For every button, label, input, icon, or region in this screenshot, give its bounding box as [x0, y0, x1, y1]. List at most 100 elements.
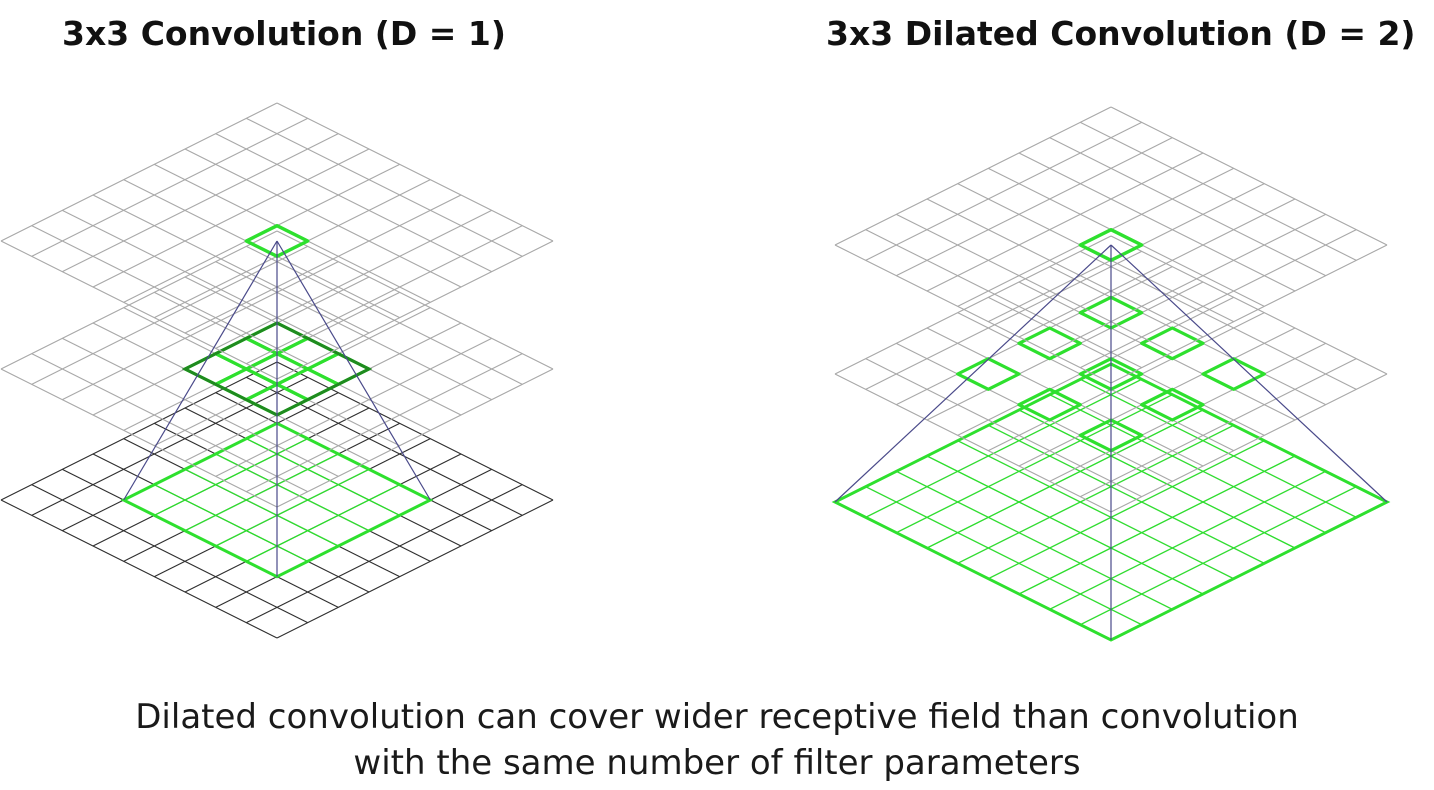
grid-line	[834, 235, 1112, 375]
grid-line	[1110, 106, 1388, 246]
receptive-field-outline	[120, 421, 434, 579]
grid-line	[0, 240, 278, 380]
grid-line	[276, 230, 554, 370]
grid-line	[1110, 235, 1388, 375]
title-standard-convolution: 3x3 Convolution (D = 1)	[62, 14, 506, 53]
receptive-field-line	[184, 468, 339, 547]
receptive-field-line	[246, 484, 400, 562]
grid-line	[62, 261, 339, 401]
middle-kernel-cell	[956, 357, 1021, 391]
grid-line	[896, 137, 1173, 277]
middle-kernel-cell	[1140, 326, 1205, 361]
dilated-convolution-diagram	[831, 106, 1391, 642]
grid-line	[1018, 198, 1296, 338]
projection-line	[123, 240, 278, 501]
grid-line	[1110, 244, 1388, 384]
receptive-field-line	[1049, 394, 1326, 534]
receptive-field-line	[1018, 409, 1296, 549]
grid-line	[246, 245, 523, 385]
receptive-field-line	[1018, 455, 1296, 595]
grid-line	[896, 213, 1173, 353]
caption-line-2: with the same number of filter parameter…	[353, 743, 1081, 783]
grid-line	[31, 376, 308, 516]
grid-line	[62, 337, 339, 477]
middle-kernel-cell	[1140, 387, 1205, 422]
grid-line	[215, 261, 492, 401]
grid-line	[246, 117, 523, 257]
grid-line	[1049, 213, 1326, 353]
receptive-field-line	[215, 453, 370, 532]
middle-kernel-cell	[214, 367, 279, 402]
grid-line	[92, 194, 370, 334]
receptive-field-line	[184, 453, 339, 532]
grid-line	[865, 250, 1142, 390]
grid-line	[31, 245, 308, 385]
receptive-field-line	[988, 424, 1265, 564]
grid-line	[834, 244, 1112, 384]
title-dilated-convolution: 3x3 Dilated Convolution (D = 2)	[826, 14, 1416, 53]
grid-line	[1018, 152, 1296, 292]
grid-line	[0, 499, 278, 639]
receptive-field-line	[865, 378, 1142, 518]
middle-kernel-cell	[275, 336, 340, 371]
receptive-field-line	[215, 468, 370, 547]
grid-line	[1080, 250, 1357, 390]
projection-line	[1110, 244, 1388, 503]
grid-line	[834, 106, 1112, 246]
grid-line	[0, 368, 278, 508]
grid-line	[31, 484, 308, 624]
grid-line	[276, 368, 554, 508]
grid-line	[865, 121, 1142, 261]
middle-kernel-cell	[214, 336, 279, 371]
grid-line	[215, 337, 492, 477]
grid-line	[31, 117, 308, 257]
grid-line	[246, 376, 523, 516]
caption-line-1: Dilated convolution can cover wider rece…	[135, 697, 1299, 737]
convolution-diagrams	[0, 102, 1391, 642]
grid-line	[1110, 373, 1388, 513]
grid-line	[184, 194, 462, 334]
projection-line	[834, 244, 1112, 503]
grid-line	[246, 484, 523, 624]
grid-line	[215, 209, 492, 349]
grid-line	[1080, 358, 1357, 498]
grid-line	[1080, 229, 1357, 369]
grid-line	[0, 102, 278, 242]
grid-line	[0, 361, 278, 501]
grid-line	[62, 133, 339, 273]
grid-line	[0, 230, 278, 370]
grid-line	[276, 102, 554, 242]
receptive-field-line	[896, 470, 1173, 610]
receptive-field-line	[1080, 486, 1357, 626]
receptive-field-line	[896, 394, 1173, 534]
grid-line	[276, 361, 554, 501]
grid-line	[834, 373, 1112, 513]
middle-kernel-cell	[1017, 326, 1082, 361]
projection-line	[276, 240, 431, 501]
receptive-field-line	[1049, 470, 1326, 610]
receptive-field-line	[926, 455, 1204, 595]
middle-kernel-cell	[1017, 387, 1082, 422]
grid-line	[184, 148, 462, 288]
receptive-field-line	[246, 438, 400, 516]
receptive-field-line	[957, 424, 1234, 564]
grid-line	[92, 148, 370, 288]
grid-line	[276, 499, 554, 639]
grid-line	[1049, 137, 1326, 277]
receptive-field-line	[865, 486, 1142, 626]
grid-line	[276, 240, 554, 380]
grid-line	[31, 225, 308, 365]
receptive-field-line	[957, 440, 1234, 580]
receptive-field-line	[926, 409, 1204, 549]
grid-line	[1080, 121, 1357, 261]
grid-line	[865, 358, 1142, 498]
receptive-field-line	[154, 484, 308, 562]
grid-line	[926, 198, 1204, 338]
middle-kernel-cell	[1201, 357, 1266, 391]
grid-line	[865, 229, 1142, 369]
grid-line	[926, 152, 1204, 292]
standard-convolution-diagram	[0, 102, 554, 639]
receptive-field-line	[1080, 378, 1357, 518]
grid-line	[215, 133, 492, 273]
middle-kernel-cell	[275, 367, 340, 402]
